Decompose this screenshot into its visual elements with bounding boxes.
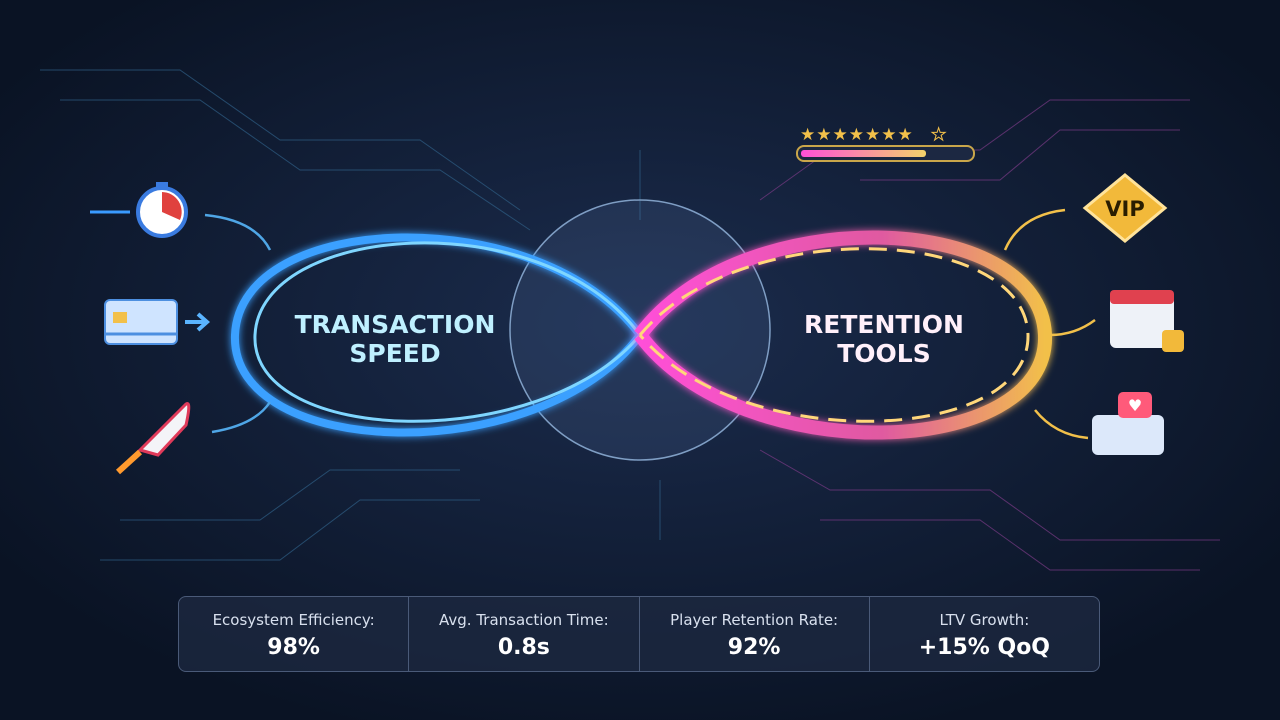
stat: Player Retention Rate: 92% — [638, 597, 869, 671]
svg-text:★★★★★★★: ★★★★★★★ — [800, 125, 914, 145]
stat-value: 0.8s — [497, 635, 550, 660]
stopwatch-icon — [90, 182, 188, 238]
circuit-lines — [759, 99, 1220, 571]
card-icon — [104, 299, 211, 345]
right-label: TOOLS — [837, 339, 931, 368]
left-label: TRANSACTION — [295, 310, 496, 339]
stat-label: Avg. Transaction Time: — [439, 611, 609, 629]
retention-loop — [634, 230, 1053, 440]
speed-loop-inner — [253, 241, 642, 423]
speed-loop — [230, 233, 644, 437]
rating-stars: ★★★★★★★ ★ — [800, 125, 947, 146]
retention-loop-braid — [638, 247, 1030, 423]
svg-text:★: ★ — [931, 125, 946, 145]
stat-value: 98% — [267, 635, 320, 660]
stat-value: +15% QoQ — [918, 635, 1051, 660]
rating-bar-fill — [801, 150, 926, 157]
chat-icon: ♥ — [1092, 392, 1164, 455]
stat: LTV Growth: +15% QoQ — [868, 597, 1099, 671]
left-label: SPEED — [349, 339, 440, 368]
vip-text: VIP — [1105, 197, 1144, 221]
right-label: RETENTION — [804, 310, 964, 339]
stat: Avg. Transaction Time: 0.8s — [408, 597, 638, 671]
svg-text:♥: ♥ — [1128, 396, 1142, 415]
stat: Ecosystem Efficiency: 98% — [179, 597, 408, 671]
vip-badge: VIP — [1082, 173, 1168, 243]
circuit-lines — [40, 69, 661, 561]
stat-label: LTV Growth: — [939, 611, 1030, 629]
calendar-icon — [1110, 290, 1184, 352]
left-arrows — [204, 213, 272, 434]
stat-label: Player Retention Rate: — [670, 611, 839, 629]
stat-value: 92% — [727, 635, 781, 660]
stat-label: Ecosystem Efficiency: — [212, 611, 375, 629]
stats-panel: Ecosystem Efficiency: 98% Avg. Transactio… — [178, 596, 1100, 672]
rocket-icon — [115, 402, 191, 475]
right-arrows — [1003, 208, 1096, 440]
